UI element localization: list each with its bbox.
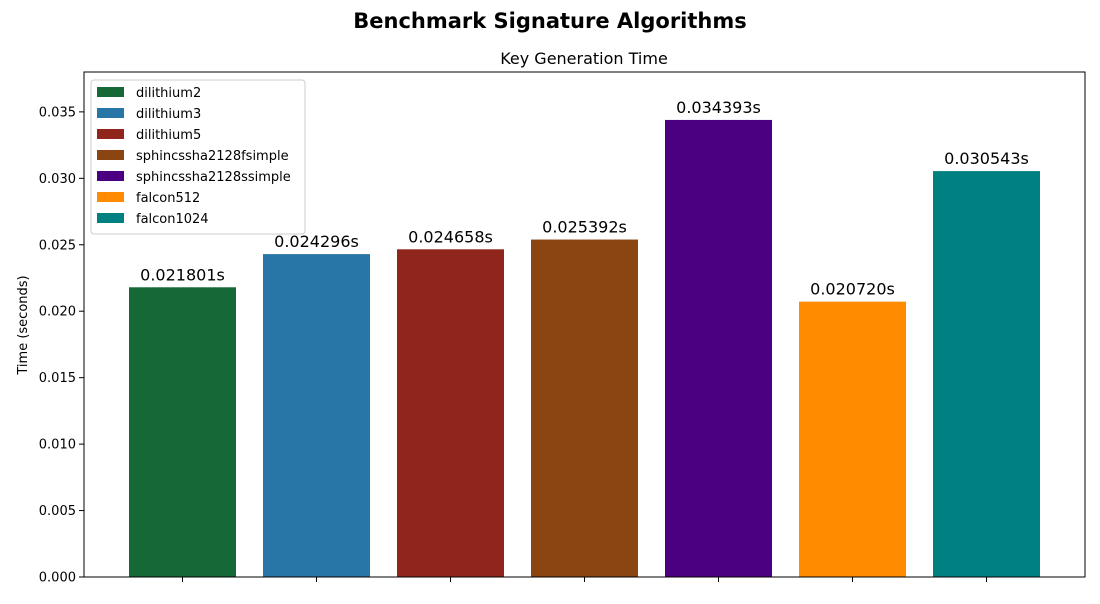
legend-swatch <box>97 108 124 118</box>
plot-area: 0.000 0.005 0.010 0.015 0.020 0.025 0.030 0.035… <box>39 98 1040 586</box>
bar <box>933 171 1040 577</box>
legend-swatch <box>97 213 124 223</box>
bar-data-label: 0.024296s <box>274 232 359 251</box>
bar <box>129 287 236 577</box>
legend-entry-label: falcon512 <box>136 191 200 206</box>
plot-frame <box>83 71 1086 578</box>
legend-entry-label: dilithium2 <box>136 86 201 101</box>
bar-data-label: 0.034393s <box>676 98 761 117</box>
figure-suptitle: Benchmark Signature Algorithms <box>353 9 747 33</box>
y-tick-label: 0.025 <box>39 238 76 253</box>
y-tick-label: 0.000 <box>39 571 76 586</box>
bar <box>799 301 906 577</box>
bar <box>397 249 504 577</box>
bar <box>531 239 638 577</box>
y-tick-label: 0.005 <box>39 504 76 519</box>
legend-entry-label: dilithium3 <box>136 107 201 122</box>
y-tick-label: 0.010 <box>39 438 76 453</box>
y-tick-label: 0.015 <box>39 371 76 386</box>
legend-swatch <box>97 87 124 97</box>
bar-data-label: 0.020720s <box>810 280 895 299</box>
legend-swatch <box>97 192 124 202</box>
legend-swatch <box>97 150 124 160</box>
legend: dilithium2 dilithium3 dilithium5 sphincssha… <box>90 79 306 235</box>
bar-data-label: 0.025392s <box>542 218 627 237</box>
bar <box>263 254 370 577</box>
legend-entry-label: falcon1024 <box>136 212 209 227</box>
bar-data-label: 0.030543s <box>944 149 1029 168</box>
legend-entry-label: dilithium5 <box>136 128 201 143</box>
bar <box>665 119 772 578</box>
y-tick-label: 0.030 <box>39 172 76 187</box>
legend-box <box>90 79 306 235</box>
legend-entry-label: sphincssha2128ssimple <box>136 170 291 185</box>
legend-swatch <box>97 171 124 181</box>
chart-title: Key Generation Time <box>500 49 668 68</box>
bar-data-label: 0.021801s <box>140 265 225 284</box>
y-tick-label: 0.035 <box>39 105 76 120</box>
y-tick-label: 0.020 <box>39 305 76 320</box>
bar-data-label: 0.024658s <box>408 227 493 246</box>
legend-entry-label: sphincssha2128fsimple <box>136 149 289 164</box>
y-axis-label: Time (seconds) <box>16 275 31 375</box>
legend-swatch <box>97 129 124 139</box>
